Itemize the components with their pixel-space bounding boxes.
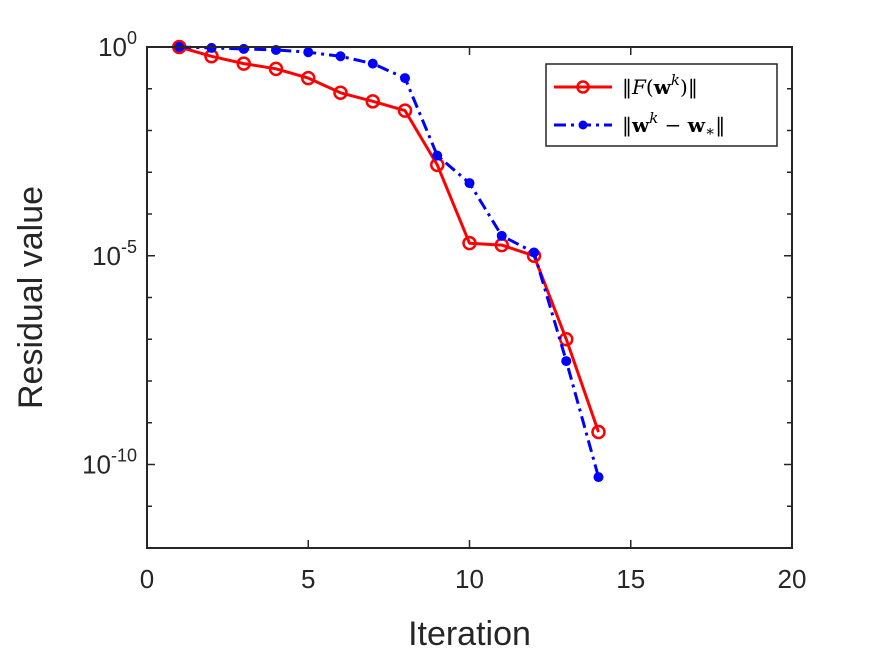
x-tick-label: 15	[616, 564, 645, 594]
x-tick-label: 5	[301, 564, 315, 594]
data-point-residual	[559, 332, 574, 347]
y-tick-label: 100	[98, 28, 137, 62]
y-tick-labels: 100 10-5 10-10	[82, 28, 137, 480]
x-tick-label: 20	[778, 564, 807, 594]
data-point-error	[593, 472, 604, 483]
legend-label-error: ‖wk − w∗‖	[622, 109, 725, 140]
legend-marker-blue	[578, 120, 588, 130]
data-point-error	[367, 58, 378, 69]
legend-label-residual: ‖F(wk)‖	[622, 71, 698, 100]
data-point-error	[238, 43, 249, 54]
legend-box	[545, 63, 778, 147]
data-point-residual	[268, 61, 284, 77]
data-point-residual	[301, 70, 316, 86]
data-point-error	[464, 178, 475, 189]
data-point-error	[529, 247, 539, 258]
x-axis-title: Iteration	[408, 615, 531, 653]
data-point-residual	[462, 235, 477, 251]
data-point-residual	[397, 103, 413, 118]
x-tick-label: 0	[140, 564, 154, 594]
series-line-error	[179, 45, 600, 478]
y-tick-label: 10-10	[82, 446, 137, 480]
data-point-residual	[333, 85, 348, 101]
legend-marker-red	[576, 80, 590, 94]
data-point-error	[432, 150, 443, 161]
data-point-residual	[236, 56, 251, 71]
x-tick-label: 10	[455, 564, 484, 594]
data-point-error	[335, 51, 346, 62]
data-point-residual	[591, 424, 606, 440]
data-point-residual	[365, 94, 380, 109]
y-axis-title: Residual value	[12, 186, 50, 409]
data-point-error	[561, 356, 572, 367]
data-point-error	[400, 73, 410, 84]
plot-frame	[146, 46, 793, 549]
data-point-error	[496, 230, 507, 241]
data-point-error	[303, 47, 314, 58]
legend: ‖F(wk)‖ ‖wk − w∗‖	[545, 63, 778, 147]
y-tick-label: 10-5	[92, 237, 137, 271]
series-layer	[172, 39, 606, 483]
x-tick-labels: 0 5 10 15 20	[140, 564, 807, 594]
